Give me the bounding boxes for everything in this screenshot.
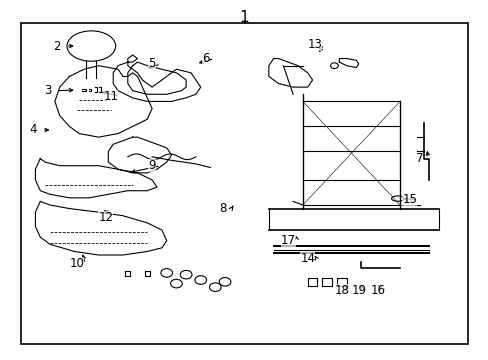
- Text: 5: 5: [148, 57, 156, 71]
- Text: 12: 12: [98, 211, 113, 224]
- Text: 16: 16: [370, 284, 385, 297]
- Text: 7: 7: [415, 152, 423, 165]
- Text: 17: 17: [280, 234, 295, 247]
- Text: 10: 10: [69, 257, 84, 270]
- Text: 15: 15: [402, 193, 416, 206]
- Text: 19: 19: [350, 284, 366, 297]
- Text: 11: 11: [103, 90, 118, 103]
- Text: 18: 18: [334, 284, 348, 297]
- Text: 14: 14: [300, 252, 315, 265]
- Text: 3: 3: [44, 84, 51, 97]
- Text: 4: 4: [29, 123, 37, 136]
- Text: 2: 2: [54, 40, 61, 53]
- Text: 6: 6: [202, 52, 209, 65]
- Text: 1: 1: [239, 10, 249, 25]
- Text: 8: 8: [219, 202, 226, 215]
- Text: 13: 13: [307, 38, 322, 51]
- Text: 9: 9: [148, 159, 156, 172]
